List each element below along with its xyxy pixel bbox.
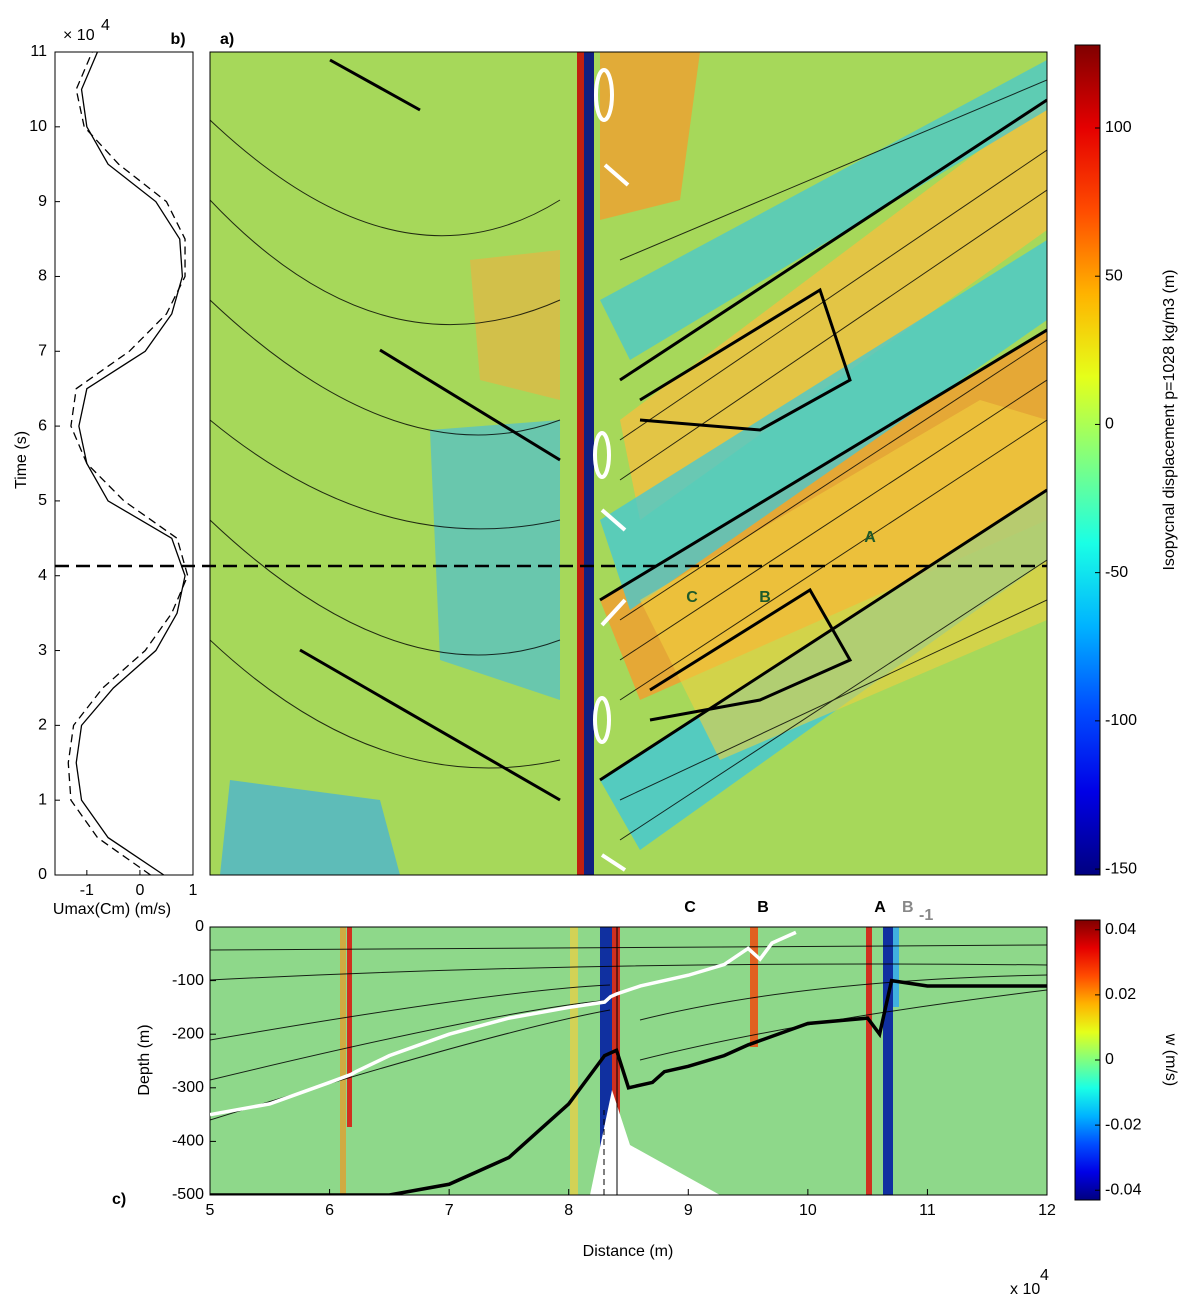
colorbar-tick-label: 0.04 bbox=[1105, 921, 1136, 938]
isopycnal-line bbox=[210, 930, 797, 1117]
x-tick-label: 9 bbox=[684, 1202, 693, 1219]
plot-frame bbox=[54, 51, 194, 876]
y-tick-label: -400 bbox=[172, 1133, 204, 1150]
y-tick-label: 8 bbox=[38, 268, 47, 285]
y-tick-label: 10 bbox=[29, 118, 47, 135]
y-tick-label: 3 bbox=[38, 642, 47, 659]
x-tick-label: 10 bbox=[799, 1202, 817, 1219]
y-tick-label: 9 bbox=[38, 193, 47, 210]
colorbar-tick-label: 100 bbox=[1105, 119, 1132, 136]
colorbar-tick-label: 50 bbox=[1105, 267, 1123, 284]
annotation: B bbox=[759, 589, 771, 606]
annotation: A bbox=[864, 529, 876, 546]
annotation: A bbox=[874, 899, 886, 916]
colorbar-tick-label: -0.04 bbox=[1105, 1181, 1142, 1198]
x-axis-label: Distance (m) bbox=[583, 1243, 674, 1260]
axis-exponent: x 10 bbox=[1010, 1281, 1040, 1298]
y-tick-label: 0 bbox=[195, 918, 204, 935]
x-tick-label: 6 bbox=[325, 1202, 334, 1219]
colorbar-tick-label: 0.02 bbox=[1105, 986, 1136, 1003]
annotation-subscript: -1 bbox=[919, 907, 933, 924]
x-tick-label: 8 bbox=[564, 1202, 573, 1219]
y-tick-label: 11 bbox=[30, 43, 47, 60]
annotation: C bbox=[684, 899, 696, 916]
x-tick-label: 11 bbox=[919, 1202, 936, 1219]
annotation: B bbox=[757, 899, 769, 916]
axis-exponent-power: 4 bbox=[101, 17, 110, 34]
colorbar-label: w (m/s) bbox=[1162, 1033, 1179, 1086]
isopycnal-line bbox=[210, 978, 1047, 1195]
panel-label: a) bbox=[220, 31, 234, 48]
colorbar-tick-label: -150 bbox=[1105, 860, 1137, 877]
panel-label: b) bbox=[170, 31, 185, 48]
y-tick-label: 5 bbox=[38, 492, 47, 509]
y-tick-label: -500 bbox=[172, 1186, 204, 1203]
series-line bbox=[75, 51, 186, 876]
plot-frame bbox=[209, 51, 1048, 876]
axis-exponent-power: 4 bbox=[1040, 1267, 1049, 1284]
colorbar-tick-label: -0.02 bbox=[1105, 1116, 1142, 1133]
y-axis-label: Depth (m) bbox=[136, 1024, 153, 1095]
colorbar-tick-label: 0 bbox=[1105, 1051, 1114, 1068]
y-tick-label: -200 bbox=[172, 1025, 204, 1042]
section-field bbox=[210, 927, 1047, 1195]
y-tick-label: 1 bbox=[38, 791, 47, 808]
x-tick-label: 12 bbox=[1038, 1202, 1056, 1219]
panel-label: c) bbox=[112, 1191, 126, 1208]
colorbar-label: Isopycnal displacement p=1028 kg/m3 (m) bbox=[1161, 269, 1178, 570]
colorbar-tick-label: -100 bbox=[1105, 712, 1137, 729]
x-tick-label: 5 bbox=[206, 1202, 215, 1219]
series-line bbox=[67, 51, 189, 876]
x-tick-label: 1 bbox=[189, 882, 198, 899]
y-tick-label: 2 bbox=[38, 717, 47, 734]
plot-frame bbox=[209, 926, 1048, 1196]
y-axis-label: Time (s) bbox=[13, 431, 30, 489]
y-tick-label: 7 bbox=[38, 342, 47, 359]
x-tick-label: 7 bbox=[445, 1202, 454, 1219]
contour-field bbox=[210, 52, 1047, 875]
x-tick-label: -1 bbox=[80, 882, 94, 899]
y-tick-label: 0 bbox=[38, 866, 47, 883]
axis-exponent: × 10 bbox=[63, 27, 95, 44]
x-tick-label: 0 bbox=[135, 882, 144, 899]
y-tick-label: 4 bbox=[38, 567, 47, 584]
y-tick-label: 6 bbox=[38, 417, 47, 434]
x-axis-label: Umax(Cm) (m/s) bbox=[53, 901, 171, 918]
annotation: B bbox=[902, 899, 914, 916]
y-tick-label: -100 bbox=[172, 972, 204, 989]
colorbar-tick-label: 0 bbox=[1105, 416, 1114, 433]
colorbar bbox=[1074, 44, 1101, 876]
y-tick-label: -300 bbox=[172, 1079, 204, 1096]
annotation: C bbox=[686, 589, 698, 606]
colorbar-tick-label: -50 bbox=[1105, 564, 1128, 581]
